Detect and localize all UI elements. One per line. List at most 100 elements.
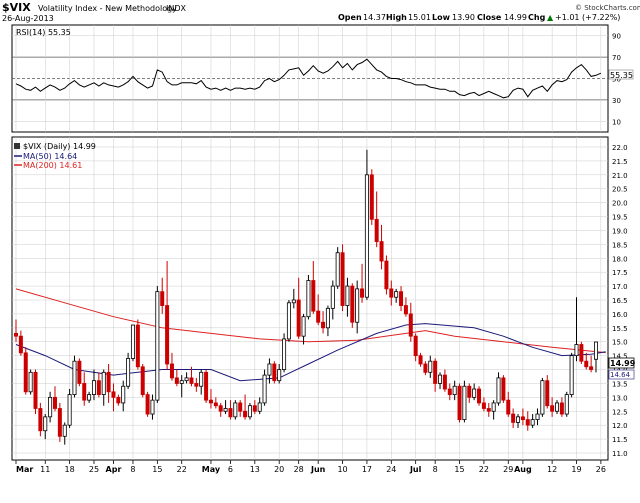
- candle: [316, 294, 321, 326]
- candle: [589, 355, 594, 373]
- candle-body: [301, 316, 306, 337]
- candle-body: [491, 402, 496, 412]
- candle-body: [150, 399, 155, 415]
- price-tick-label: 13.5: [612, 380, 628, 388]
- candle: [550, 397, 555, 417]
- candle: [62, 422, 67, 445]
- change-arrow-icon: ▲: [547, 13, 554, 22]
- candle-body: [428, 360, 433, 373]
- candle: [433, 358, 438, 392]
- price-tick-label: 12.0: [612, 422, 628, 430]
- candle-body: [594, 341, 599, 360]
- price-tick-label: 20.0: [612, 200, 628, 208]
- candle-body: [252, 405, 257, 412]
- ma-tag-value: 14.64: [610, 371, 631, 379]
- candle-body: [96, 380, 101, 395]
- date-tick-label: 18: [65, 465, 75, 474]
- candle: [33, 369, 38, 415]
- low-label: Low: [432, 13, 451, 22]
- candle: [140, 363, 145, 398]
- price-axis: 11.011.512.012.513.013.514.014.515.015.5…: [612, 144, 628, 458]
- candle: [87, 391, 92, 403]
- price-tick-label: 13.0: [612, 394, 628, 402]
- date-tick-label: Aug: [514, 465, 532, 474]
- candle-body: [218, 405, 223, 412]
- candle-body: [62, 424, 67, 437]
- date-tick-label: 8: [433, 465, 438, 474]
- price-tick-label: 15.5: [612, 325, 628, 333]
- candle: [569, 352, 574, 398]
- candle: [535, 408, 540, 426]
- price-tick-label: 15.0: [612, 339, 628, 347]
- candle-body: [23, 352, 28, 393]
- candle-body: [106, 371, 111, 393]
- date-tick-label: 15: [152, 465, 162, 474]
- candle-body: [355, 288, 360, 323]
- candle-body: [33, 371, 38, 409]
- candle: [360, 263, 365, 303]
- candle-body: [467, 385, 472, 398]
- candle: [72, 355, 77, 398]
- date-tick-label: Mar: [16, 465, 33, 474]
- candle: [130, 324, 135, 362]
- candle-body: [155, 291, 160, 401]
- candle: [355, 280, 360, 334]
- candle: [418, 352, 423, 367]
- candle: [257, 397, 262, 415]
- candle: [165, 261, 170, 370]
- candle: [369, 169, 374, 225]
- candle: [564, 391, 569, 417]
- candle-body: [520, 416, 525, 421]
- candle: [306, 274, 311, 320]
- candle-body: [28, 371, 33, 393]
- candle-body: [204, 371, 209, 401]
- candle-body: [233, 402, 238, 418]
- candle-body: [174, 377, 179, 384]
- candle-body: [238, 402, 243, 412]
- candle: [413, 333, 418, 362]
- candle: [208, 389, 213, 409]
- date-tick-label: 22: [177, 465, 187, 474]
- candle-body: [394, 291, 399, 298]
- candle-body: [77, 360, 82, 384]
- candle: [530, 414, 535, 428]
- rsi-panel: 10 30 50 70 90 RSI(14) 55.35 55.35: [11, 24, 634, 133]
- candle: [145, 391, 150, 417]
- candle-body: [189, 377, 194, 384]
- candle: [335, 247, 340, 289]
- candle-body: [472, 388, 477, 398]
- candle: [160, 277, 165, 314]
- date-label: 26-Aug-2013: [2, 14, 54, 23]
- candle-body: [345, 285, 350, 306]
- candle: [91, 369, 96, 401]
- date-tick-label: 24: [386, 465, 396, 474]
- date-tick-label: 12: [547, 465, 557, 474]
- candle: [282, 333, 287, 373]
- price-tick-label: 19.5: [612, 214, 628, 222]
- candle: [223, 400, 228, 415]
- candle: [364, 149, 369, 300]
- candle-body: [262, 374, 267, 404]
- candle: [77, 358, 82, 387]
- candle-body: [67, 394, 72, 426]
- candle-body: [569, 355, 574, 395]
- candle: [272, 361, 277, 384]
- candle-body: [223, 408, 228, 412]
- candle-body: [208, 399, 213, 404]
- price-tick-label: 21.0: [612, 172, 628, 180]
- price-tick-label: 11.5: [612, 436, 628, 444]
- candle: [82, 372, 87, 406]
- candle: [481, 397, 486, 412]
- candle: [379, 224, 384, 270]
- change-value: +1.01 (+7.22%): [555, 13, 620, 22]
- candle-body: [43, 416, 48, 432]
- date-tick-label: 13: [250, 465, 260, 474]
- candle-body: [589, 366, 594, 370]
- candle: [525, 411, 530, 431]
- legend-ma200: MA(200) 14.61: [23, 161, 82, 170]
- candle-body: [403, 305, 408, 315]
- candle: [399, 286, 404, 312]
- date-tick-label: 26: [596, 465, 606, 474]
- candle: [574, 297, 579, 362]
- rsi-tick-label: 30: [612, 97, 621, 105]
